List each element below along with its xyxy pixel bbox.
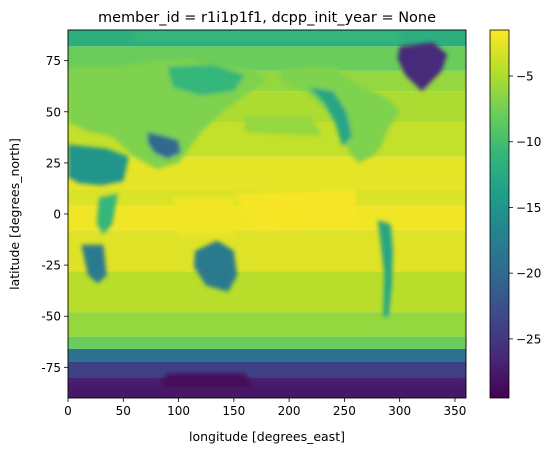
- colorbar-tick-label: −5: [516, 70, 534, 84]
- region-patch: [173, 197, 234, 235]
- colorbar-ticks: −25 −20 −15 −10 −5: [509, 70, 541, 346]
- regional-features: [68, 30, 466, 398]
- latitude-band: [68, 156, 466, 190]
- region-patch: [96, 193, 118, 235]
- region-patch: [244, 115, 323, 137]
- region-patch: [68, 144, 129, 186]
- y-axis-label: latitude [degrees_north]: [7, 138, 22, 290]
- region-patch: [377, 220, 393, 317]
- region-patch: [397, 42, 448, 92]
- x-tick-label: 300: [388, 404, 411, 418]
- y-tick-label: 0: [53, 208, 61, 222]
- colorbar-tick-label: −15: [516, 201, 541, 215]
- x-tick-label: 200: [278, 404, 301, 418]
- region-patch: [233, 189, 356, 231]
- x-tick-label: 0: [64, 404, 72, 418]
- x-tick-label: 100: [167, 404, 190, 418]
- y-tick-label: -25: [41, 259, 61, 273]
- x-tick-label: 50: [116, 404, 131, 418]
- x-tick-label: 150: [222, 404, 245, 418]
- colorbar-tick-label: −20: [516, 267, 541, 281]
- y-axis: -75 -50 -25 0 25 50 75: [41, 54, 68, 375]
- region-patch: [167, 64, 245, 96]
- chart-title: member_id = r1i1p1f1, dcpp_init_year = N…: [98, 10, 436, 26]
- latitude-band: [68, 361, 466, 378]
- latitude-band: [68, 348, 466, 362]
- region-patch: [134, 30, 400, 43]
- x-axis-label: longitude [degrees_east]: [189, 429, 345, 444]
- x-tick-label: 350: [443, 404, 466, 418]
- y-tick-label: -75: [41, 361, 61, 375]
- latitude-band: [68, 230, 466, 272]
- colorbar: [489, 29, 510, 399]
- colorbar-tick-label: −25: [516, 332, 541, 346]
- latitude-band: [68, 271, 466, 313]
- y-tick-label: 50: [46, 105, 61, 119]
- region-patch: [147, 132, 181, 159]
- heatmap-field: [68, 30, 466, 398]
- latitude-band: [68, 312, 466, 337]
- region-patch: [194, 240, 238, 292]
- y-tick-label: 75: [46, 54, 61, 68]
- region-patch: [309, 87, 353, 147]
- x-axis: 0 50 100 150 200 250 300 350: [64, 398, 466, 418]
- colorbar-tick-label: −10: [516, 135, 541, 149]
- region-patch: [68, 385, 466, 398]
- y-tick-label: 25: [46, 156, 61, 170]
- latitude-band: [68, 336, 466, 349]
- x-tick-label: 250: [333, 404, 356, 418]
- y-tick-label: -50: [41, 310, 61, 324]
- region-patch: [81, 244, 107, 284]
